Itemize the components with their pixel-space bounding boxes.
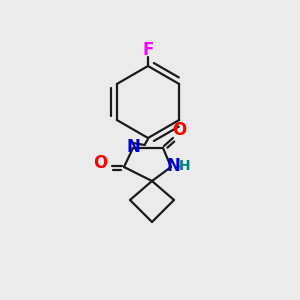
Text: N: N xyxy=(126,138,140,156)
Text: F: F xyxy=(142,41,154,59)
Text: N: N xyxy=(166,157,180,175)
Text: O: O xyxy=(93,154,107,172)
Text: H: H xyxy=(179,159,191,173)
Text: O: O xyxy=(172,121,186,139)
